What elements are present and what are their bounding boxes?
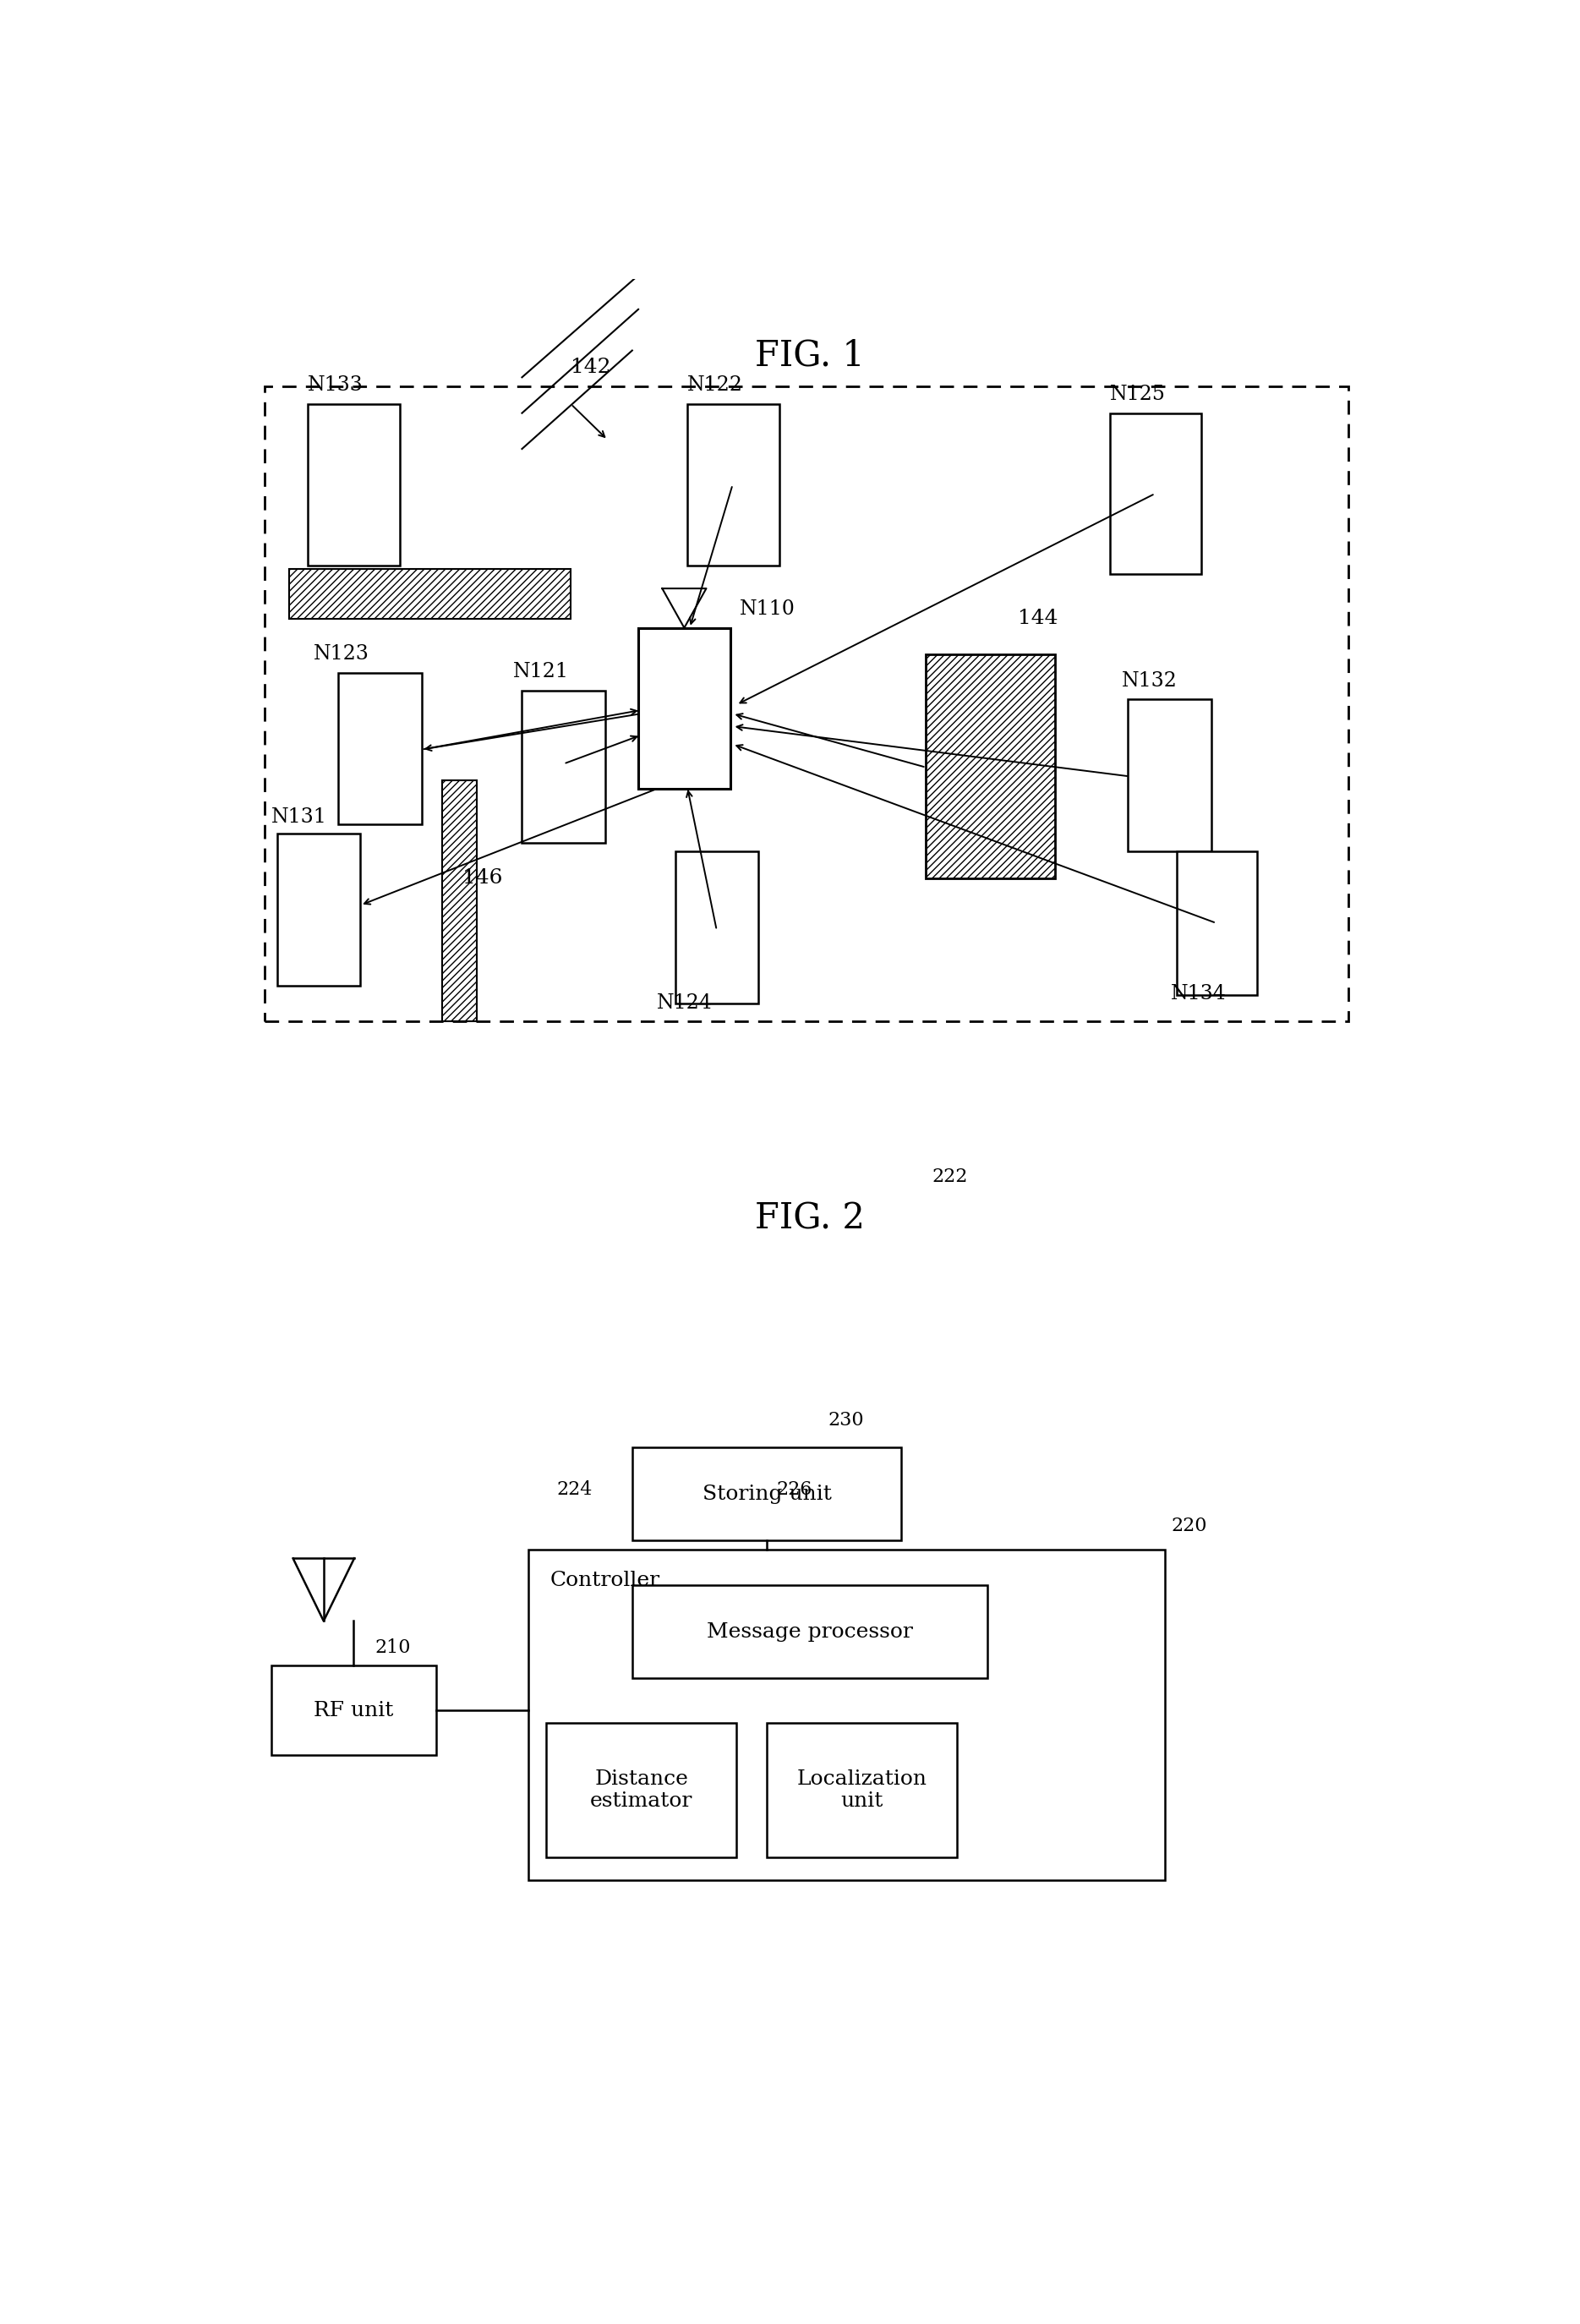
Bar [547,1722,736,1857]
Bar [926,655,1054,878]
Bar [1128,700,1212,851]
Text: N125: N125 [1109,386,1166,404]
Text: 144: 144 [1018,609,1059,627]
Text: 230: 230 [828,1411,864,1429]
Text: N134: N134 [1171,983,1226,1004]
Text: RF unit: RF unit [314,1701,393,1720]
Text: N131: N131 [272,806,327,827]
Bar [632,1585,988,1678]
Bar [338,672,422,825]
Text: N121: N121 [514,662,569,681]
Bar [1109,414,1201,574]
Text: N123: N123 [314,644,370,665]
Text: FIG. 2: FIG. 2 [755,1202,864,1236]
Bar [265,386,1349,1023]
Text: N122: N122 [687,376,743,395]
Text: N133: N133 [308,376,363,395]
Text: N132: N132 [1122,672,1177,690]
Bar [276,834,360,985]
Text: Controller: Controller [550,1571,660,1590]
Bar [687,404,779,565]
Text: Distance
estimator: Distance estimator [589,1769,692,1810]
Bar [442,781,477,1023]
Text: N110: N110 [739,600,796,618]
Text: 210: 210 [374,1638,411,1657]
Bar [289,569,570,618]
Text: 226: 226 [777,1480,812,1499]
Text: 222: 222 [932,1167,969,1185]
Bar [675,851,758,1004]
Bar [521,690,605,844]
Bar [632,1448,902,1541]
Text: Message processor: Message processor [706,1622,913,1641]
Text: Localization
unit: Localization unit [796,1769,927,1810]
Bar [766,1722,957,1857]
Bar [1177,851,1256,995]
Text: 146: 146 [463,869,502,888]
Text: 220: 220 [1171,1518,1207,1536]
Bar [272,1666,436,1755]
Bar [638,627,730,788]
Text: N124: N124 [657,992,713,1013]
Text: FIG. 1: FIG. 1 [755,337,864,374]
Bar [528,1550,1164,1880]
Text: Storing unit: Storing unit [702,1485,831,1504]
Text: 142: 142 [570,358,611,376]
Bar [308,404,400,565]
Text: 224: 224 [556,1480,592,1499]
